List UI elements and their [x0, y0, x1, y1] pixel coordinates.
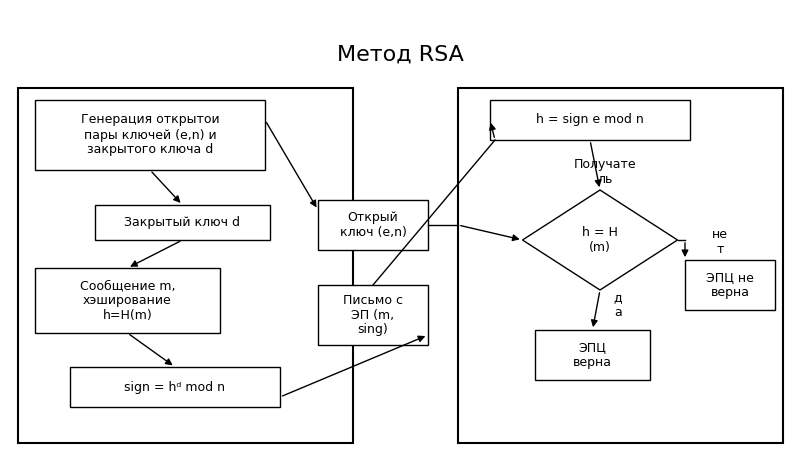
Text: Генерация открытои
пары ключей (e,n) и
закрытого ключа d: Генерация открытои пары ключей (e,n) и з…	[81, 114, 219, 157]
Polygon shape	[522, 190, 678, 290]
Text: Метод RSA: Метод RSA	[337, 45, 463, 65]
Bar	[458, 88, 783, 443]
Text: Закрытый ключ d: Закрытый ключ d	[125, 216, 241, 229]
Bar	[18, 88, 353, 443]
Bar	[35, 100, 265, 170]
Bar	[685, 260, 775, 310]
Text: sign = hᵈ mod n: sign = hᵈ mod n	[125, 380, 226, 393]
Bar	[318, 285, 428, 345]
Text: не
т: не т	[712, 228, 728, 256]
Text: h = sign e mod n: h = sign e mod n	[536, 114, 644, 127]
Text: Сообщение m,
хэширование
h=H(m): Сообщение m, хэширование h=H(m)	[80, 279, 175, 322]
Bar	[318, 200, 428, 250]
Text: Письмо с
ЭП (m,
sing): Письмо с ЭП (m, sing)	[343, 294, 403, 336]
Bar	[35, 268, 220, 333]
Text: Открый
ключ (e,n): Открый ключ (e,n)	[339, 211, 406, 239]
Text: h = H
(m): h = H (m)	[582, 226, 618, 254]
Bar	[535, 330, 650, 380]
Bar	[490, 100, 690, 140]
Text: ЭПЦ не
верна: ЭПЦ не верна	[706, 271, 754, 299]
Text: д
а: д а	[614, 291, 622, 319]
Bar	[70, 367, 280, 407]
Text: Получате
ль: Получате ль	[574, 158, 636, 186]
Text: ЭПЦ
верна: ЭПЦ верна	[573, 341, 612, 369]
Bar	[95, 205, 270, 240]
